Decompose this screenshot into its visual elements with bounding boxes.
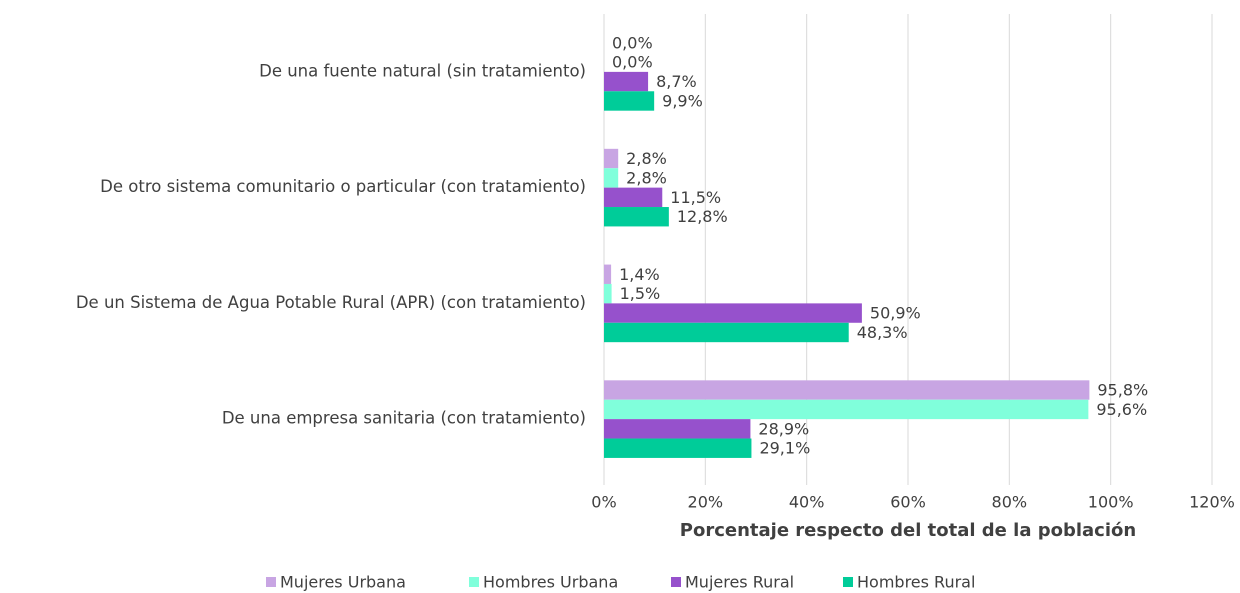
x-tick-label: 80%: [992, 493, 1028, 512]
data-label: 1,5%: [620, 284, 661, 303]
x-tick-label: 60%: [890, 493, 926, 512]
y-tick-label: De un Sistema de Agua Potable Rural (APR…: [76, 293, 586, 312]
y-tick-label: De una fuente natural (sin tratamiento): [259, 61, 586, 80]
data-label: 11,5%: [670, 188, 721, 207]
bar: [604, 380, 1090, 400]
x-tick-label: 40%: [789, 493, 825, 512]
legend-label: Mujeres Urbana: [280, 573, 406, 592]
x-tick-label: 0%: [591, 493, 616, 512]
bar: [604, 303, 862, 323]
bar: [604, 322, 849, 343]
x-tick-label: 100%: [1088, 493, 1134, 512]
bar: [604, 399, 1089, 420]
bar: [604, 419, 751, 439]
bar: [604, 283, 612, 304]
data-label: 29,1%: [759, 439, 810, 458]
y-tick-label: De otro sistema comunitario o particular…: [100, 177, 586, 196]
legend-swatch: [843, 577, 853, 587]
bar: [604, 264, 612, 284]
data-label: 95,6%: [1096, 400, 1147, 419]
data-label: 0,0%: [612, 33, 653, 52]
data-label: 28,9%: [758, 419, 809, 438]
data-label: 48,3%: [857, 323, 908, 342]
y-tick-label: De una empresa sanitaria (con tratamient…: [222, 409, 586, 428]
data-label: 2,8%: [626, 149, 667, 168]
data-label: 1,4%: [619, 265, 660, 284]
x-tick-label: 20%: [688, 493, 724, 512]
bar: [604, 207, 669, 227]
legend-label: Mujeres Rural: [685, 573, 794, 592]
bar: [604, 187, 663, 208]
data-label: 2,8%: [626, 168, 667, 187]
legend-swatch: [469, 577, 479, 587]
legend-swatch: [266, 577, 276, 587]
x-tick-label: 120%: [1189, 493, 1235, 512]
data-label: 50,9%: [870, 304, 921, 323]
legend-swatch: [671, 577, 681, 587]
legend-label: Hombres Rural: [857, 573, 975, 592]
legend-label: Hombres Urbana: [483, 573, 618, 592]
x-axis-title: Porcentaje respecto del total de la pobl…: [680, 520, 1136, 541]
bar: [604, 168, 619, 188]
bar: [604, 148, 619, 169]
bar: [604, 438, 752, 458]
data-label: 95,8%: [1097, 381, 1148, 400]
data-label: 0,0%: [612, 53, 653, 72]
data-label: 12,8%: [677, 207, 728, 226]
bar: [604, 71, 649, 92]
data-label: 9,9%: [662, 91, 703, 110]
data-label: 8,7%: [656, 72, 697, 91]
bar: [604, 91, 655, 111]
